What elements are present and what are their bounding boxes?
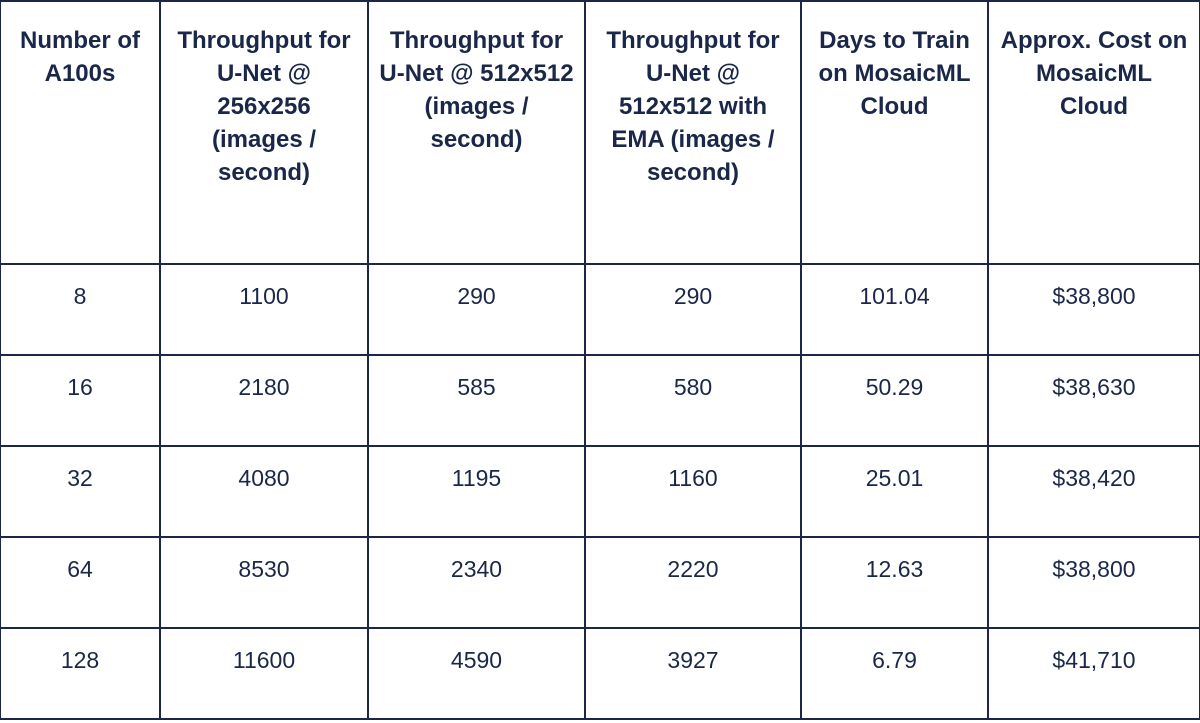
table-cell: 585 xyxy=(367,354,586,447)
table-cell: 1160 xyxy=(584,445,802,538)
table-body: 8 1100 290 290 101.04 $38,800 16 2180 585 580 50.2… xyxy=(0,263,1200,720)
table-cell: 580 xyxy=(584,354,802,447)
header-row: Number of A100s Throughput for U-Net @ 25… xyxy=(0,0,1200,265)
table-row: 128 11600 4590 3927 6.79 $41,710 xyxy=(0,627,1200,720)
table-cell: 3927 xyxy=(584,627,802,720)
header-cell: Approx. Cost on MosaicML Cloud xyxy=(987,0,1200,265)
table-cell: $38,800 xyxy=(987,263,1200,356)
header-cell: Throughput for U-Net @ 512x512 (images /… xyxy=(367,0,586,265)
table-cell: 25.01 xyxy=(800,445,989,538)
table-cell: 8 xyxy=(0,263,161,356)
table-row: 16 2180 585 580 50.29 $38,630 xyxy=(0,354,1200,447)
table-cell: 4080 xyxy=(159,445,369,538)
table-cell: 4590 xyxy=(367,627,586,720)
table-cell: 1100 xyxy=(159,263,369,356)
table-cell: 11600 xyxy=(159,627,369,720)
table-row: 32 4080 1195 1160 25.01 $38,420 xyxy=(0,445,1200,538)
table-cell: $38,800 xyxy=(987,536,1200,629)
table-header: Number of A100s Throughput for U-Net @ 25… xyxy=(0,0,1200,265)
table-cell: 128 xyxy=(0,627,161,720)
header-cell: Number of A100s xyxy=(0,0,161,265)
table-cell: 50.29 xyxy=(800,354,989,447)
table-cell: 8530 xyxy=(159,536,369,629)
header-cell: Days to Train on MosaicML Cloud xyxy=(800,0,989,265)
table-cell: $41,710 xyxy=(987,627,1200,720)
table-cell: 12.63 xyxy=(800,536,989,629)
table-cell: 2340 xyxy=(367,536,586,629)
table-cell: 64 xyxy=(0,536,161,629)
table-cell: 32 xyxy=(0,445,161,538)
table-cell: 290 xyxy=(584,263,802,356)
table-row: 8 1100 290 290 101.04 $38,800 xyxy=(0,263,1200,356)
table-row: 64 8530 2340 2220 12.63 $38,800 xyxy=(0,536,1200,629)
table-cell: 16 xyxy=(0,354,161,447)
table-cell: $38,630 xyxy=(987,354,1200,447)
header-cell: Throughput for U-Net @ 256x256 (images /… xyxy=(159,0,369,265)
table-cell: 101.04 xyxy=(800,263,989,356)
table-cell: 290 xyxy=(367,263,586,356)
table-cell: 2180 xyxy=(159,354,369,447)
header-cell: Throughput for U-Net @ 512x512 with EMA … xyxy=(584,0,802,265)
table-cell: $38,420 xyxy=(987,445,1200,538)
table-cell: 6.79 xyxy=(800,627,989,720)
table-cell: 2220 xyxy=(584,536,802,629)
table-cell: 1195 xyxy=(367,445,586,538)
